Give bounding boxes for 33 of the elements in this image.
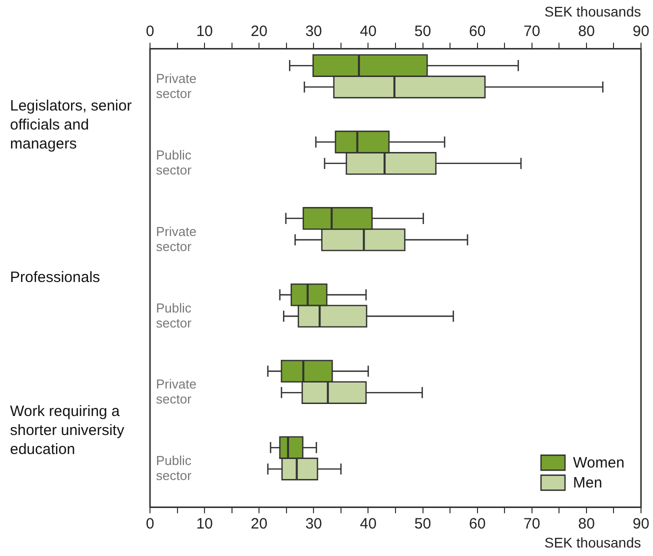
x-tick-label: 70 [524, 22, 540, 40]
x-tick-label: 20 [250, 22, 268, 40]
x2-tick-label: 10 [196, 515, 213, 532]
x-tick-label: 80 [578, 22, 595, 40]
x2-tick-label: 70 [524, 515, 540, 532]
x-tick-label: 90 [632, 22, 650, 40]
x-tick-label: 30 [305, 22, 322, 40]
y-tick-label: Public sector [156, 300, 192, 330]
x-tick-label: 50 [414, 22, 432, 40]
x2-tick-label: 60 [468, 515, 486, 532]
y-tick-label: Private sector [156, 224, 196, 254]
x2-tick-label: 40 [360, 515, 377, 532]
x2-tick-label: 20 [250, 515, 268, 532]
legend-label: Men [573, 474, 602, 492]
x-tick-label: 40 [360, 22, 377, 40]
x-tick-label: 0 [146, 22, 154, 40]
x-tick-label: 60 [468, 22, 486, 40]
text: Legislators, senior officials and managers [10, 97, 132, 152]
text: Work requiring a shorter university education [10, 402, 125, 458]
legend-label: Women [573, 454, 624, 472]
x2-tick-label: 0 [146, 515, 154, 532]
x2-tick-label: 50 [414, 515, 432, 532]
y-tick-label: Public sector [156, 453, 192, 484]
x-axis-title: SEK thousands [544, 534, 641, 550]
y-tick-label: Private sector [156, 376, 196, 407]
y-tick-label: Private sector [156, 71, 196, 102]
x2-tick-label: 30 [305, 515, 322, 532]
x2-tick-label: 80 [578, 515, 595, 532]
x-tick-label: 10 [196, 22, 213, 40]
x2-tick-label: 90 [632, 515, 650, 532]
y-tick-label: Public sector [156, 147, 192, 178]
text: Professionals [10, 269, 100, 286]
x2-axis-title: SEK thousands [544, 3, 641, 20]
